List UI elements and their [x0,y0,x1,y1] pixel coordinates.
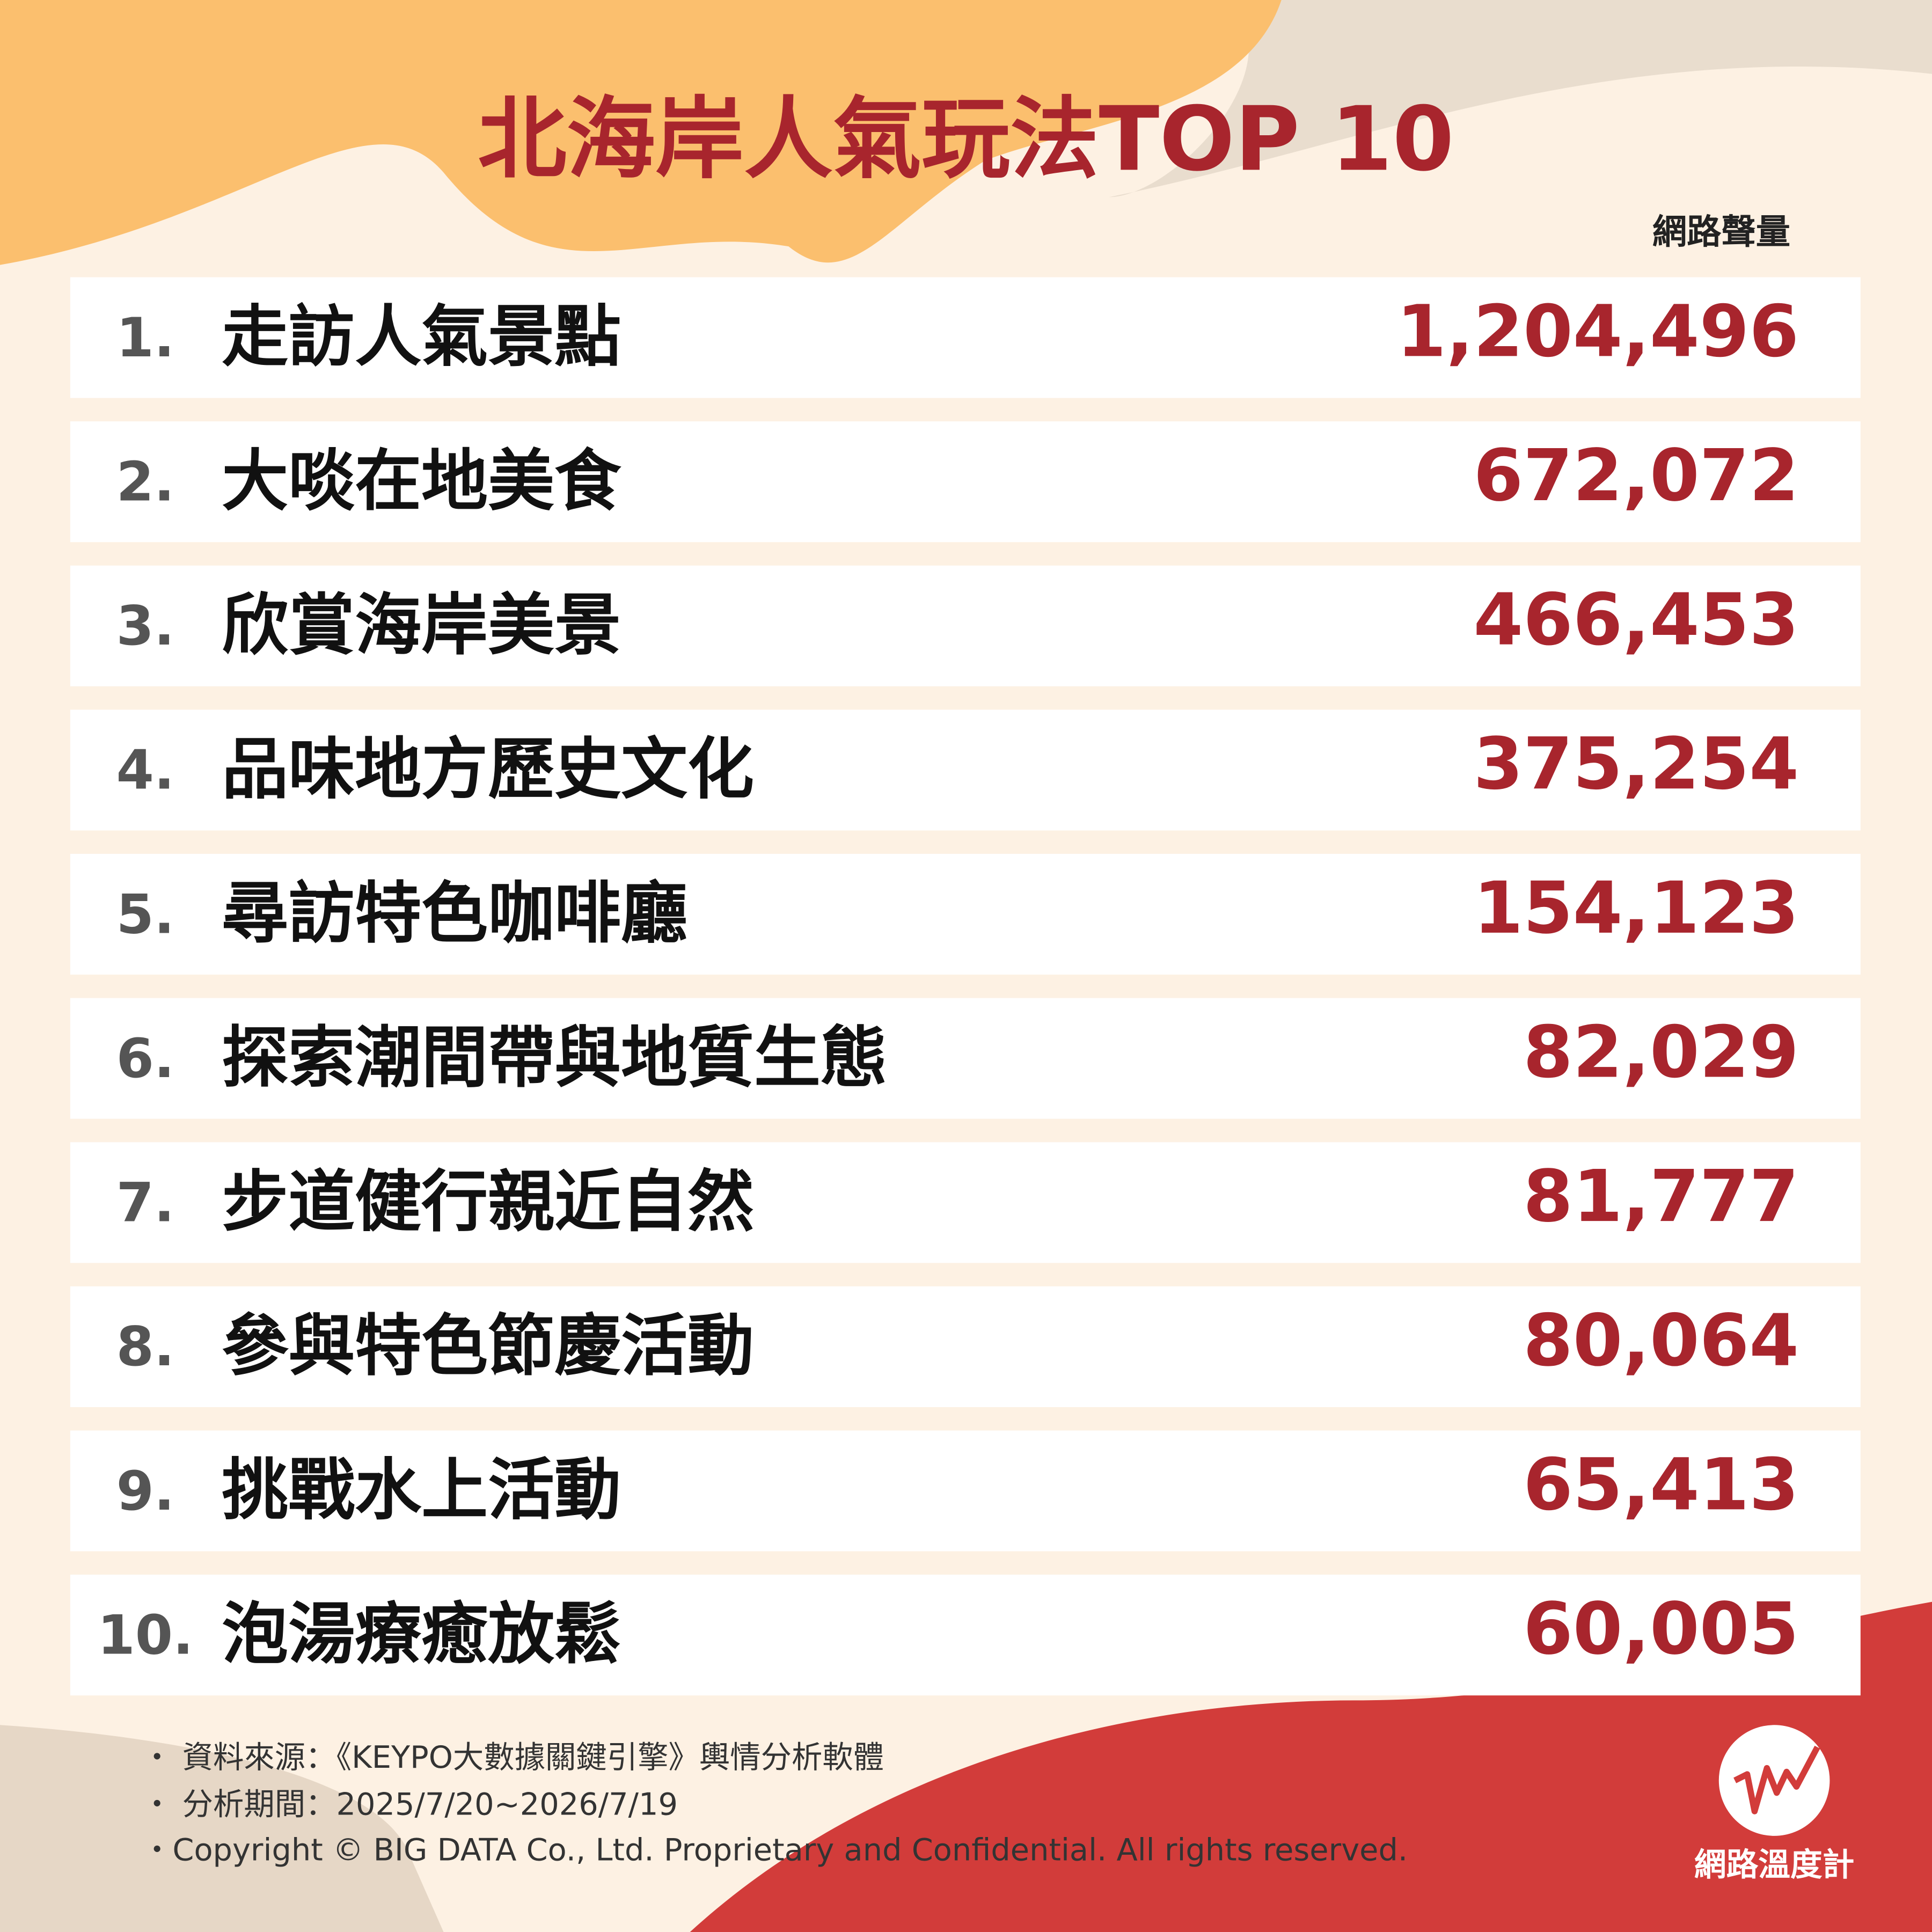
column-header: 網路聲量 [1652,212,1790,252]
blob [1109,0,1932,197]
rank: 9. [116,1459,175,1523]
blob [0,1725,444,1932]
rank: 10. [97,1603,193,1666]
item-value: 80,064 [1523,1299,1799,1382]
item-name: 尋訪特色咖啡廳 [222,875,687,953]
table: 1. 走訪人氣景點 1,204,496 2. 大啖在地美食 672,072 3. 欣賞海岸美景… [70,277,1861,1696]
item-name: 參與特色節慶活動 [222,1307,754,1385]
item-name: 走訪人氣景點 [222,298,621,376]
item-value: 60,005 [1523,1587,1799,1671]
item-value: 1,204,496 [1396,290,1799,373]
item-name: 探索潮間帶與地質生態 [222,1019,887,1096]
logo-icon [1733,1745,1820,1814]
rank: 2. [116,450,175,513]
rank: 7. [116,1171,175,1234]
row [70,1142,1861,1263]
item-value: 81,777 [1523,1155,1799,1238]
item-value: 466,453 [1474,579,1799,662]
rank: 5. [116,882,175,946]
item-value: 82,029 [1523,1011,1799,1094]
logo-text: 網路溫度計 [1694,1847,1854,1884]
item-name: 欣賞海岸美景 [222,587,621,664]
row [70,421,1861,543]
item-name: 大啖在地美食 [222,443,621,520]
row [70,1575,1861,1696]
rank: 3. [116,594,175,657]
item-name: 步道健行親近自然 [222,1163,754,1241]
row [70,998,1861,1119]
row [70,1286,1861,1407]
footer-note: ・ 資料來源：《KEYPO大數據關鍵引擎》輿情分析軟體 [142,1739,884,1775]
blob [0,0,1282,265]
row [70,565,1861,686]
title: 北海岸人氣玩法TOP 10 [478,87,1454,191]
row [70,277,1861,398]
rank: 4. [116,738,175,802]
footer-note: ・Copyright © BIG DATA Co., Ltd. Propriet… [142,1832,1408,1868]
item-name: 泡湯療癒放鬆 [222,1596,621,1673]
item-value: 65,413 [1523,1443,1799,1526]
rank: 6. [116,1027,175,1090]
item-name: 挑戰水上活動 [222,1452,621,1529]
row [70,709,1861,831]
item-value: 154,123 [1474,867,1799,950]
footer-notes: ・ 資料來源：《KEYPO大數據關鍵引擎》輿情分析軟體 ・ 分析期間：2025/… [142,1739,1408,1868]
rank: 8. [116,1315,175,1378]
row [70,1430,1861,1552]
item-value: 375,254 [1474,722,1799,806]
item-name: 品味地方歷史文化 [222,731,754,808]
item-value: 672,072 [1474,434,1799,517]
rank: 1. [116,306,175,369]
row [70,854,1861,975]
footer-note: ・ 分析期間：2025/7/20~2026/7/19 [142,1786,678,1822]
